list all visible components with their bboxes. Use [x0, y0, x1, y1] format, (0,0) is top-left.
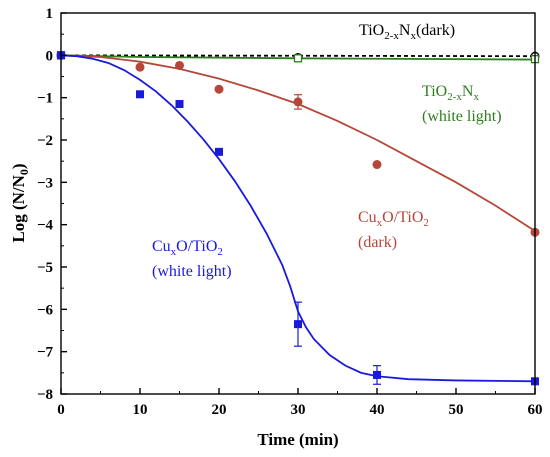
data-point: [373, 370, 381, 379]
y-tick-label: 1: [46, 6, 54, 22]
y-tick-label: −5: [37, 260, 53, 276]
label-cuxo-dark-sub: (dark): [358, 234, 397, 251]
y-tick-label: −7: [37, 345, 54, 361]
y-tick-label: 0: [46, 48, 54, 64]
x-tick-label: 30: [291, 402, 306, 418]
series-line-3: [60, 54, 536, 383]
label-cuxo-dark: CuxO/TiO2: [358, 209, 429, 229]
y-tick-label: −1: [37, 91, 53, 107]
label-tio2-light-sub: (white light): [422, 108, 502, 125]
y-tick-label: −4: [37, 218, 54, 234]
y-tick-label: −6: [37, 302, 54, 318]
label-cuxo-light-sub: (white light): [152, 263, 232, 280]
x-axis-title: Time (min): [257, 430, 338, 449]
series-line-0: [60, 54, 536, 58]
data-point: [135, 62, 145, 72]
x-tick-label: 0: [57, 402, 65, 418]
x-tick-label: 50: [449, 402, 464, 418]
x-tick-label: 60: [528, 402, 543, 418]
label-tio2-light: TiO2-xNx: [422, 83, 479, 103]
data-point: [293, 54, 303, 63]
data-point: [215, 147, 223, 156]
label-cuxo-light: CuxO/TiO2: [152, 238, 223, 258]
data-point: [175, 60, 184, 70]
data-point: [175, 100, 184, 109]
y-axis-title: Log (N/N0): [9, 163, 31, 242]
y-tick-label: −8: [37, 387, 53, 403]
data-point: [293, 97, 303, 107]
y-tick-label: −2: [37, 133, 53, 149]
data-point: [136, 90, 144, 99]
data-point: [294, 320, 302, 329]
y-tick-label: −3: [37, 175, 53, 191]
data-point: [214, 84, 224, 94]
x-tick-label: 20: [212, 402, 227, 418]
data-point: [372, 160, 382, 170]
series-line-2: [60, 54, 536, 232]
x-tick-label: 40: [370, 402, 385, 418]
x-tick-label: 10: [133, 402, 148, 418]
label-tio2-dark: TiO2-xNx(dark): [359, 22, 455, 42]
